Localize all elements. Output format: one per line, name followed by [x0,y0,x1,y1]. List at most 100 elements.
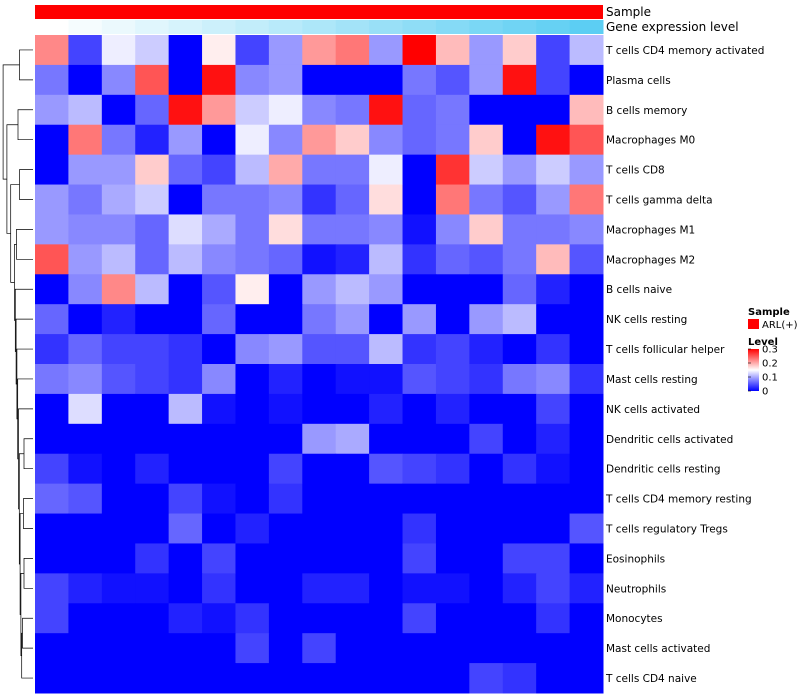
expression-annotation-cell [435,20,470,34]
heatmap-cell [469,274,504,305]
legend-tick-label: 0.2 [762,359,778,370]
expression-annotation-cell [369,20,404,34]
heatmap-cell [536,35,571,66]
heatmap-cell [335,483,370,515]
heatmap-cell [135,154,170,186]
heatmap-cell [35,483,69,515]
heatmap-cell [502,124,537,156]
heatmap-cell [469,573,504,604]
heatmap-cell [168,334,203,365]
heatmap-cell [502,633,537,664]
heatmap-cell [135,573,170,604]
heatmap-cell [435,453,470,485]
heatmap-cell [68,364,103,395]
heatmap-cell [235,393,270,425]
heatmap-cell [268,513,303,544]
legend-level-title: Level [748,337,778,348]
heatmap-cell [536,124,571,156]
heatmap-cell [402,124,437,156]
heatmap-cell [35,304,69,335]
heatmap-cell [335,423,370,455]
column-annotation-bars [35,5,604,34]
heatmap-cell [502,513,537,544]
heatmap-cell [569,543,604,574]
heatmap-cell [536,573,571,604]
heatmap-cell [302,663,337,694]
heatmap-cell [235,483,270,515]
heatmap-cell [68,483,103,515]
heatmap-cell [302,603,337,634]
heatmap-cell [335,214,370,245]
heatmap-cell [569,184,604,215]
heatmap-cell [335,94,370,126]
heatmap-cell [369,543,404,574]
heatmap-cell [101,64,136,96]
heatmap-cell [302,453,337,485]
heatmap-cell [335,334,370,365]
heatmap-cell [369,513,404,544]
heatmap-cell [168,364,203,395]
heatmap-cell [35,184,69,215]
heatmap-cell [469,154,504,186]
heatmap-cell [335,603,370,634]
heatmap-cell [135,304,170,335]
heatmap-cell [502,184,537,215]
heatmap-cell [135,35,170,66]
heatmap-cell [235,663,270,694]
heatmap-cell [268,124,303,156]
heatmap-cell [302,35,337,66]
heatmap-cell [536,244,571,275]
heatmap-cell [369,633,404,664]
expression-annotation-cell [502,20,537,34]
heatmap-cell [302,483,337,515]
heatmap-cell [569,124,604,156]
heatmap-cell [569,453,604,485]
heatmap-cell [35,453,69,485]
expression-annotation-cell [235,20,270,34]
heatmap-cell [101,154,136,186]
heatmap-cell [101,214,136,245]
heatmap-cell [68,663,103,694]
heatmap-cell [135,423,170,455]
heatmap-cell [168,64,203,96]
heatmap-cell [168,483,203,515]
heatmap-cell [101,35,136,66]
expression-annotation-cell [302,20,337,34]
heatmap-cell [402,543,437,574]
heatmap-cell [502,364,537,395]
heatmap-cell [68,244,103,275]
heatmap-cell [569,483,604,515]
row-label: Macrophages M2 [606,254,695,266]
heatmap-cell [402,364,437,395]
heatmap-cell [335,124,370,156]
heatmap-cell [536,154,571,186]
heatmap-cell [202,573,236,604]
heatmap-cell [168,453,203,485]
heatmap-cell [202,393,236,425]
heatmap-cell [435,184,470,215]
heatmap-cell [135,214,170,245]
heatmap-cell [302,543,337,574]
heatmap-cell [35,423,69,455]
heatmap-cell [68,453,103,485]
heatmap-cell [202,304,236,335]
heatmap-cell [302,64,337,96]
heatmap-cell [435,513,470,544]
heatmap-cell [135,94,170,126]
heatmap-cell [369,423,404,455]
heatmap-cell [168,543,203,574]
heatmap-cell [469,453,504,485]
heatmap-cell [235,244,270,275]
heatmap-cell [202,423,236,455]
heatmap-cell [569,94,604,126]
heatmap-cell [135,513,170,544]
heatmap-cell [569,214,604,245]
heatmap-cell [135,274,170,305]
heatmap-cell [202,64,236,96]
row-label: B cells naive [606,284,672,296]
heatmap-cell [369,244,404,275]
heatmap-cell [268,244,303,275]
heatmap-cell [335,573,370,604]
heatmap-cell [168,244,203,275]
